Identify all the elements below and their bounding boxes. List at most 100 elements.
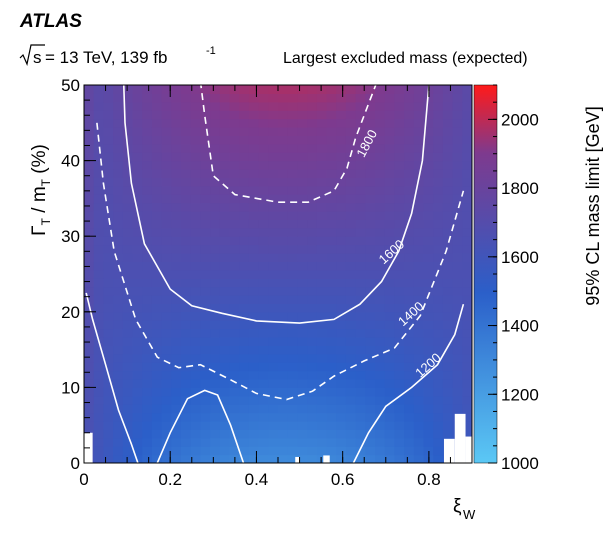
- heatmap-cell: [404, 278, 415, 288]
- heatmap-cell: [171, 429, 182, 439]
- heatmap-cell: [326, 127, 337, 136]
- heatmap-cell: [142, 261, 153, 271]
- heatmap-cell: [200, 135, 211, 145]
- heatmap-cell: [278, 345, 289, 355]
- heatmap-cell: [433, 160, 444, 170]
- heatmap-cell: [113, 320, 124, 330]
- heatmap-cell: [365, 370, 376, 380]
- heatmap-cell: [151, 177, 163, 187]
- heatmap-cell: [190, 353, 201, 363]
- heatmap-cell: [278, 143, 289, 153]
- heatmap-cell: [287, 295, 298, 304]
- heatmap-cell: [268, 362, 279, 372]
- heatmap-cell: [239, 379, 250, 388]
- heatmap-cell: [394, 160, 405, 170]
- heatmap-cell: [345, 269, 357, 279]
- heatmap-cell: [103, 437, 114, 447]
- heatmap-cell: [142, 421, 153, 430]
- heatmap-cell: [248, 362, 260, 372]
- heatmap-cell: [161, 303, 172, 313]
- heatmap-cell: [93, 320, 104, 330]
- heatmap-cell: [190, 454, 201, 463]
- heatmap-cell: [142, 118, 153, 128]
- heatmap-cell: [248, 211, 260, 220]
- heatmap-cell: [229, 286, 240, 296]
- heatmap-cell: [142, 101, 153, 111]
- heatmap-cell: [210, 320, 221, 330]
- heatmap-cell: [336, 110, 347, 120]
- heatmap-cell: [229, 169, 240, 178]
- heatmap-cell: [103, 286, 114, 296]
- heatmap-cell: [316, 244, 328, 254]
- heatmap-cell: [239, 253, 250, 262]
- heatmap-cell: [355, 160, 366, 170]
- heatmap-cell: [93, 278, 104, 288]
- heatmap-cell: [433, 143, 444, 153]
- heatmap-cell: [462, 320, 472, 330]
- heatmap-cell: [365, 429, 376, 439]
- heatmap-cell: [287, 135, 298, 145]
- heatmap-cell: [278, 127, 289, 136]
- heatmap-cell: [161, 337, 172, 346]
- y-tick-label: 40: [61, 152, 80, 171]
- heatmap-cell: [365, 437, 376, 447]
- heatmap-cell: [462, 370, 472, 380]
- heatmap-cell: [433, 269, 444, 279]
- heatmap-cell: [229, 152, 240, 162]
- heatmap-cell: [258, 454, 269, 463]
- heatmap-cells: [84, 85, 472, 463]
- heatmap-cell: [122, 345, 134, 355]
- heatmap-cell: [316, 362, 328, 372]
- heatmap-cell: [239, 101, 250, 111]
- heatmap-cell: [404, 244, 415, 254]
- heatmap-cell: [452, 362, 463, 372]
- heatmap-cell: [210, 169, 221, 178]
- heatmap-cell: [316, 437, 328, 447]
- heatmap-cell: [219, 261, 231, 271]
- heatmap-cell: [433, 412, 444, 422]
- heatmap-cell: [375, 185, 386, 195]
- heatmap-cell: [462, 160, 472, 170]
- heatmap-cell: [316, 387, 328, 397]
- heatmap-cell: [278, 227, 289, 237]
- heatmap-cell: [413, 101, 425, 111]
- heatmap-cell: [171, 379, 182, 388]
- heatmap-cell: [142, 143, 153, 153]
- heatmap-cell: [365, 303, 376, 313]
- heatmap-cell: [297, 261, 308, 271]
- heatmap-cell: [248, 429, 260, 439]
- heatmap-cell: [394, 85, 405, 94]
- heatmap-cell: [200, 261, 211, 271]
- heatmap-cell: [316, 446, 328, 456]
- heatmap-cell: [132, 177, 143, 187]
- heatmap-cell: [151, 227, 163, 237]
- heatmap-cell: [316, 185, 328, 195]
- heatmap-cell: [423, 169, 434, 178]
- heatmap-cell: [171, 185, 182, 195]
- heatmap-cell: [84, 227, 95, 237]
- heatmap-cell: [307, 169, 318, 178]
- heatmap-cell: [229, 269, 240, 279]
- heatmap-cell: [239, 135, 250, 145]
- heatmap-cell: [413, 337, 425, 346]
- heatmap-cell: [132, 118, 143, 128]
- heatmap-cell: [462, 387, 472, 397]
- heatmap-cell: [190, 185, 201, 195]
- heatmap-cell: [442, 387, 454, 397]
- z-tick-label: 1800: [501, 179, 539, 198]
- heatmap-cell: [345, 135, 357, 145]
- heatmap-cell: [413, 429, 425, 439]
- heatmap-cell: [258, 395, 269, 405]
- heatmap-cell: [122, 219, 134, 229]
- heatmap-cell: [219, 269, 231, 279]
- heatmap-cell: [433, 345, 444, 355]
- heatmap-cell: [278, 269, 289, 279]
- heatmap-cell: [200, 429, 211, 439]
- heatmap-cell: [375, 261, 386, 271]
- subtitle: Largest excluded mass (expected): [283, 50, 528, 67]
- heatmap-cell: [278, 110, 289, 120]
- heatmap-cell: [258, 202, 269, 212]
- heatmap-cell: [210, 227, 221, 237]
- heatmap-cell: [278, 320, 289, 330]
- heatmap-cell: [239, 370, 250, 380]
